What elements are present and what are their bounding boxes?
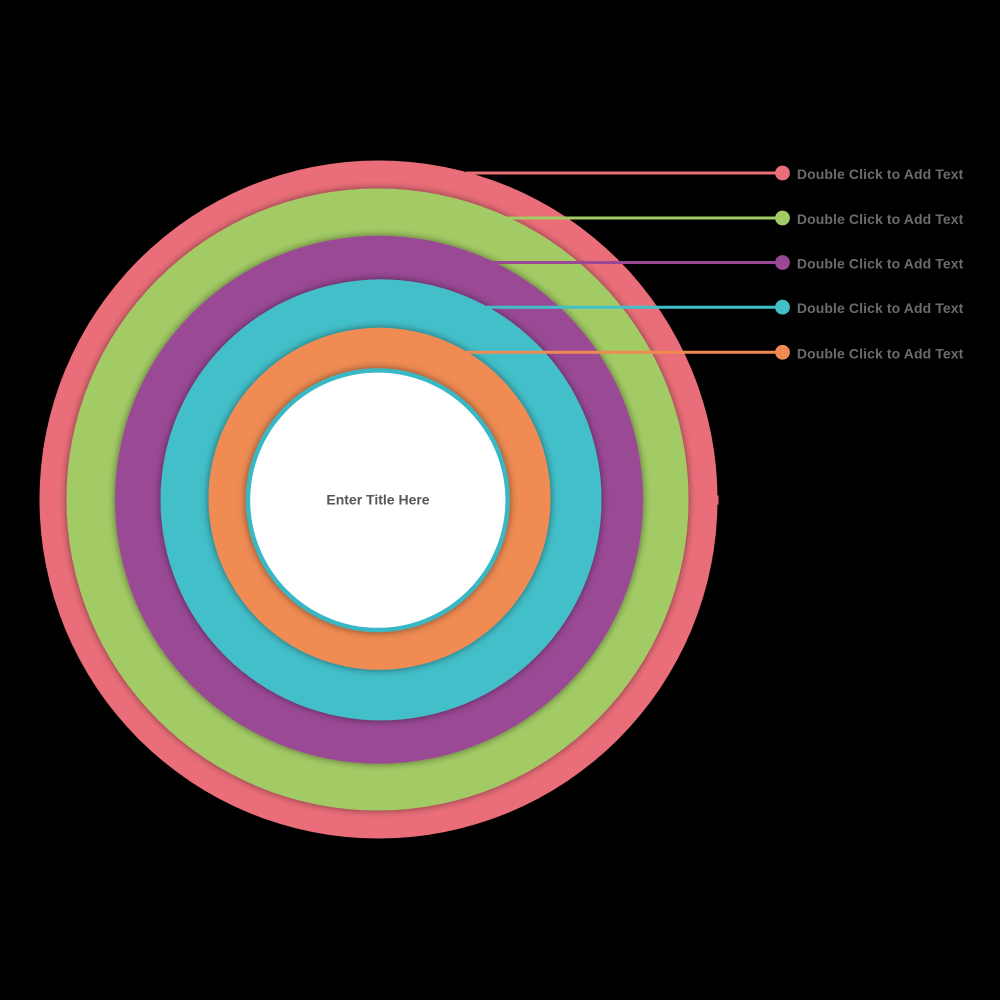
svg-text:Double Click to Add Text: Double Click to Add Text — [797, 256, 964, 272]
svg-text:Double Click to Add Text: Double Click to Add Text — [797, 211, 964, 227]
svg-text:Double Click to Add Text: Double Click to Add Text — [797, 300, 964, 316]
svg-text:Double Click to Add Text: Double Click to Add Text — [797, 345, 964, 361]
svg-text:Double Click to Add Text: Double Click to Add Text — [797, 166, 964, 182]
svg-text:Enter Title Here: Enter Title Here — [326, 492, 429, 508]
